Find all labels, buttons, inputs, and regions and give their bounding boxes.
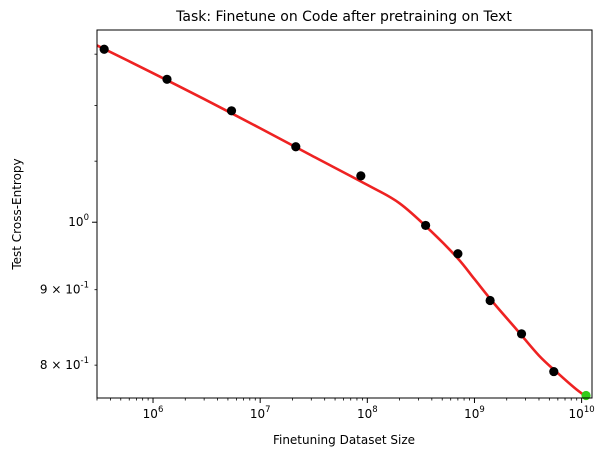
data-point [291, 142, 301, 152]
plot-background [97, 30, 592, 398]
y-axis-ticks: 100 9 × 10-1 8 × 10-1 [40, 53, 97, 372]
data-point [421, 220, 431, 231]
data-point [453, 249, 463, 259]
x-tick-label: 107 [250, 405, 271, 421]
y-tick-label: 9 × 10-1 [40, 281, 89, 297]
x-tick-label: 109 [464, 405, 485, 421]
plot-frame [96, 29, 593, 399]
plot-area [97, 30, 592, 398]
data-point [162, 74, 172, 84]
x-axis-ticks: 106 107 108 109 1010 [96, 398, 595, 421]
data-points-layer [99, 44, 591, 401]
data-point [549, 366, 559, 377]
y-tick-label: 8 × 10-1 [40, 356, 89, 372]
y-tick-label: 100 [68, 213, 89, 229]
y-axis-label: Test Cross-Entropy [10, 158, 24, 270]
chart-title: Task: Finetune on Code after pretraining… [175, 9, 512, 25]
x-tick-label: 108 [357, 405, 378, 421]
data-point [485, 295, 495, 306]
x-axis-label: Finetuning Dataset Size [273, 433, 415, 447]
data-point [581, 390, 591, 401]
data-point [356, 171, 366, 181]
x-tick-label: 106 [143, 405, 164, 421]
x-tick-label: 1010 [569, 405, 595, 421]
axes-frame [96, 29, 593, 399]
data-point [516, 329, 527, 339]
data-point [99, 44, 109, 54]
data-point [226, 106, 237, 116]
